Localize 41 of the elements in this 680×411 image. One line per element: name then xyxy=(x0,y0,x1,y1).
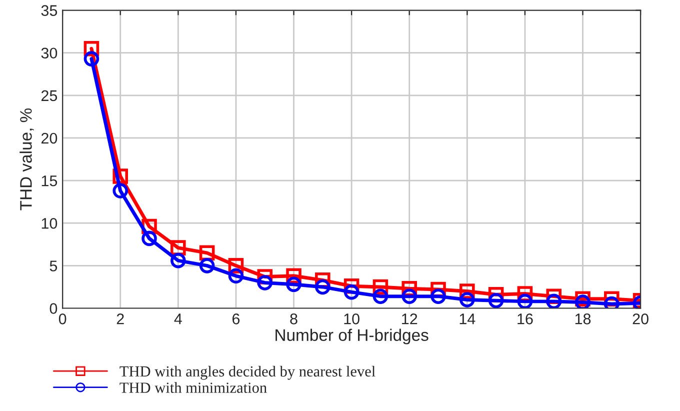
y-tick-label: 25 xyxy=(41,90,58,102)
x-tick-label: 6 xyxy=(232,314,240,324)
legend-label: THD with angles decided by nearest level xyxy=(120,366,376,380)
point xyxy=(84,51,100,66)
y-tick-label: 35 xyxy=(41,5,58,16)
point xyxy=(402,288,417,304)
point xyxy=(488,292,504,308)
y-tick-label: 0 xyxy=(50,303,58,314)
point xyxy=(460,292,475,308)
point xyxy=(112,183,128,198)
point xyxy=(286,276,302,292)
x-tick-label: 14 xyxy=(460,314,476,324)
point xyxy=(546,294,562,308)
point xyxy=(257,275,272,290)
x-tick-label: 16 xyxy=(518,314,533,324)
x-tick-label: 4 xyxy=(174,314,182,324)
x-tick-label: 8 xyxy=(290,314,298,324)
point xyxy=(517,294,533,308)
y-tick-label: 15 xyxy=(42,176,58,186)
x-tick-label: 2 xyxy=(116,314,124,324)
point xyxy=(372,288,388,304)
point xyxy=(170,252,186,268)
x-tick-label: 12 xyxy=(402,314,418,324)
x-tick-label: 20 xyxy=(632,314,648,324)
y-tick-label: 10 xyxy=(42,218,58,229)
point xyxy=(199,258,215,274)
point xyxy=(228,268,244,284)
y-axis-title: THD value, % xyxy=(20,108,34,210)
x-tick-label: 18 xyxy=(575,314,591,324)
x-axis-title: Number of H-bridges xyxy=(276,328,428,344)
legend-label: THD with minimization xyxy=(120,382,267,393)
y-tick-label: 30 xyxy=(41,48,58,59)
y-tick-label: 20 xyxy=(41,132,58,144)
point xyxy=(575,294,590,308)
x-tick-label: 10 xyxy=(344,314,360,324)
point xyxy=(430,288,446,304)
x-tick-label: 0 xyxy=(58,314,66,324)
y-tick-label: 5 xyxy=(50,260,58,272)
point xyxy=(315,279,330,295)
point xyxy=(142,230,157,246)
point xyxy=(344,284,360,300)
